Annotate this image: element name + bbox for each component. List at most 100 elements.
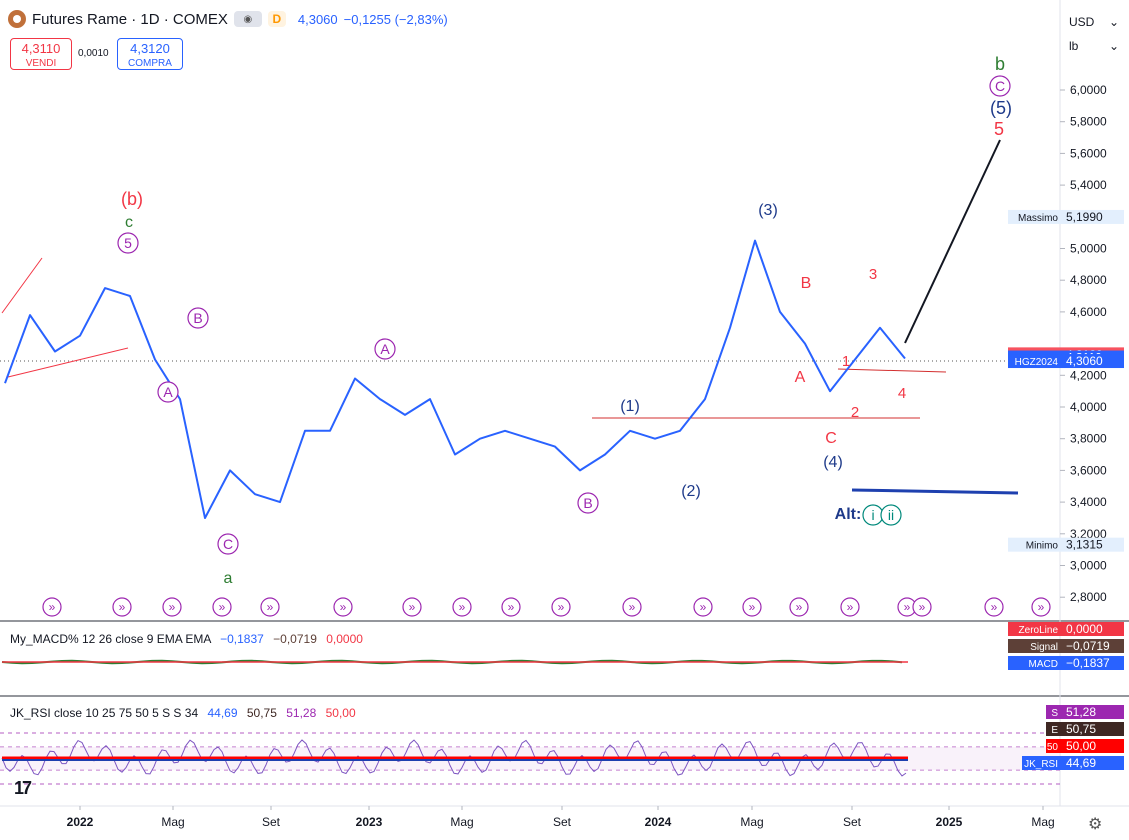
label-value: 3,1315 — [1066, 538, 1103, 552]
event-circle[interactable] — [693, 597, 713, 617]
event-arrow-icon: » — [847, 600, 854, 614]
horizontal-line[interactable] — [837, 368, 947, 373]
event-marker[interactable]: » — [333, 597, 353, 617]
time-tick-label: 2022 — [67, 815, 94, 829]
event-marker[interactable]: » — [622, 597, 642, 617]
event-marker[interactable]: » — [162, 597, 182, 617]
trendline[interactable] — [1, 257, 43, 314]
projection-line[interactable] — [904, 139, 1001, 344]
wave-label: 4 — [898, 385, 906, 402]
event-circle[interactable] — [984, 597, 1004, 617]
label-name-box — [1046, 705, 1062, 719]
price-tick-label: 3,2000 — [1070, 527, 1107, 541]
wave-label-circle[interactable] — [217, 533, 239, 555]
event-marker[interactable]: » — [551, 597, 571, 617]
macd-legend[interactable]: My_MACD% 12 26 close 9 EMA EMA −0,1837 −… — [10, 632, 363, 646]
event-arrow-icon: » — [700, 600, 707, 614]
event-circle[interactable] — [112, 597, 132, 617]
currency-select[interactable]: USD ⌄ — [1065, 12, 1123, 32]
event-circle[interactable] — [551, 597, 571, 617]
wave-label-circle[interactable] — [880, 504, 902, 526]
wave-label-circle[interactable] — [577, 492, 599, 514]
event-marker[interactable]: » — [984, 597, 1004, 617]
event-marker[interactable]: » — [112, 597, 132, 617]
event-circle[interactable] — [840, 597, 860, 617]
event-circle[interactable] — [1031, 597, 1051, 617]
label-name: S — [1051, 708, 1058, 719]
time-tick-label: 2024 — [645, 815, 672, 829]
event-circle[interactable] — [402, 597, 422, 617]
event-circle[interactable] — [333, 597, 353, 617]
event-marker[interactable]: » — [402, 597, 422, 617]
rsi-value: 44,69 — [207, 706, 238, 720]
chevron-down-icon: ⌄ — [1108, 39, 1119, 53]
wave-label: (5) — [990, 98, 1012, 118]
macd-axis-label: Signal −0,0719 — [1008, 639, 1124, 653]
gear-icon[interactable]: ⚙ — [1088, 816, 1103, 833]
sell-button[interactable]: 4,3110 VENDI — [10, 38, 72, 70]
rsi-line[interactable] — [1, 739, 907, 777]
wave-label-circle[interactable] — [157, 381, 179, 403]
wave-label: 1 — [842, 353, 850, 370]
unit-select[interactable]: lb ⌄ — [1065, 36, 1123, 56]
event-marker[interactable]: » — [789, 597, 809, 617]
event-circle[interactable] — [789, 597, 809, 617]
event-circle[interactable] — [912, 597, 932, 617]
rsi-axis-label: E 50,75 — [1046, 722, 1124, 736]
label-name-box — [1008, 622, 1062, 636]
event-arrow-icon: » — [459, 600, 466, 614]
eye-icon[interactable]: ◉ — [233, 11, 262, 27]
event-marker[interactable]: » — [1031, 597, 1051, 617]
label-name-box — [1008, 354, 1062, 369]
spread-value: 0,0010 — [78, 48, 109, 59]
event-marker[interactable]: » — [452, 597, 472, 617]
label-value-box — [1062, 622, 1124, 636]
rsi-legend[interactable]: JK_RSI close 10 25 75 50 5 S S 34 44,69 … — [10, 706, 356, 720]
chart-header: Futures Rame · 1D · COMEX ◉ D 4,3060 −0,… — [8, 8, 448, 30]
event-marker[interactable]: » — [742, 597, 762, 617]
event-marker[interactable]: » — [501, 597, 521, 617]
event-marker[interactable]: » — [693, 597, 713, 617]
event-marker[interactable]: » — [912, 597, 932, 617]
event-marker[interactable]: » — [840, 597, 860, 617]
delayed-badge[interactable]: D — [267, 11, 286, 27]
event-arrow-icon: » — [749, 600, 756, 614]
event-circle[interactable] — [742, 597, 762, 617]
price-axis-label: HGZ2024 4,3060 — [1008, 354, 1124, 369]
buy-button[interactable]: 4,3120 COMPRA — [117, 38, 183, 70]
wave-label: B — [801, 275, 812, 292]
wave-label: A — [380, 341, 390, 357]
wave-label: C — [825, 430, 837, 447]
trendline[interactable] — [7, 347, 129, 378]
event-circle[interactable] — [260, 597, 280, 617]
event-marker[interactable]: » — [42, 597, 62, 617]
label-name: 50 — [1047, 742, 1059, 753]
event-circle[interactable] — [42, 597, 62, 617]
event-circle[interactable] — [162, 597, 182, 617]
price-series-line[interactable] — [4, 239, 906, 519]
event-marker[interactable]: » — [212, 597, 232, 617]
label-value-box — [1062, 656, 1124, 670]
event-circle[interactable] — [212, 597, 232, 617]
symbol-title[interactable]: Futures Rame · 1D · COMEX — [32, 10, 228, 28]
label-value: −0,0719 — [1066, 639, 1110, 653]
alt-trendline[interactable] — [851, 488, 1019, 495]
price-tick-label: 4,2000 — [1070, 368, 1107, 382]
rsi-axis-label: JK_RSI 44,69 — [1022, 756, 1124, 770]
wave-label-circle[interactable] — [117, 232, 139, 254]
wave-label-circle[interactable] — [989, 75, 1011, 97]
price-tick-label: 5,4000 — [1070, 178, 1107, 192]
event-circle[interactable] — [501, 597, 521, 617]
wave-label-circle[interactable] — [374, 338, 396, 360]
label-value-box — [1062, 354, 1124, 369]
wave-label: 5 — [124, 235, 132, 251]
event-arrow-icon: » — [796, 600, 803, 614]
event-circle[interactable] — [622, 597, 642, 617]
label-name: Minimo — [1026, 541, 1059, 552]
event-arrow-icon: » — [409, 600, 416, 614]
wave-label-circle[interactable] — [187, 307, 209, 329]
event-marker[interactable]: » — [260, 597, 280, 617]
label-name-box — [1046, 739, 1062, 753]
event-circle[interactable] — [452, 597, 472, 617]
